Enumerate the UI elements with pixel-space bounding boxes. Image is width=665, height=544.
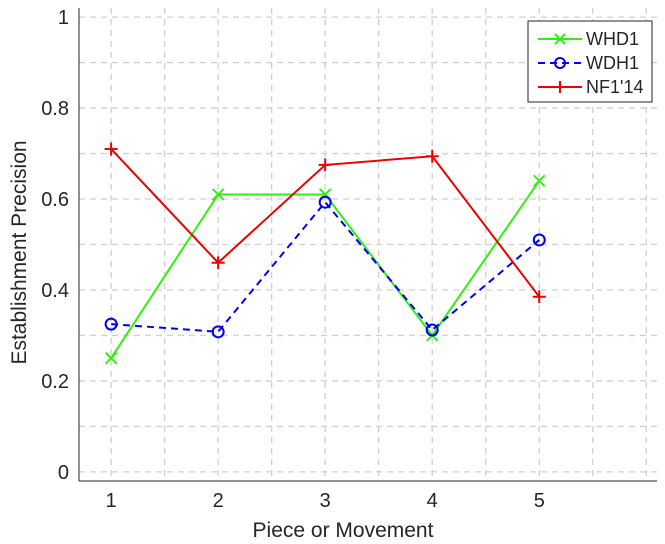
series-WHD1: [104, 174, 546, 365]
legend-label: NF1'14: [586, 77, 643, 97]
data-point-circle-marker: [554, 57, 566, 69]
data-point-circle-marker: [532, 233, 546, 247]
data-point-x-marker: [211, 188, 225, 201]
data-point-plus-marker: [318, 158, 332, 172]
x-tick-label: 5: [534, 490, 545, 512]
data-point-plus-marker: [554, 81, 566, 93]
y-axis-label: Establishment Precision: [8, 140, 31, 364]
legend-entry: WDH1: [538, 53, 639, 73]
y-tick-label: 0: [58, 462, 69, 484]
axes: [78, 8, 657, 482]
legend: WHD1 WDH1 NF1'14: [527, 20, 653, 103]
legend-entry: NF1'14: [538, 77, 643, 97]
series-WDH1: [104, 195, 546, 339]
x-axis-label: Piece or Movement: [253, 519, 434, 542]
tick-labels: 1 2 3 4 5 0 0.2 0.4 0.6 0.8 1: [41, 7, 545, 512]
data-point-circle-marker: [211, 325, 225, 339]
x-tick-label: 1: [106, 490, 117, 512]
y-tick-label: 0.2: [41, 371, 69, 393]
legend-label: WDH1: [586, 53, 639, 73]
data-point-circle-marker: [104, 317, 118, 331]
data-point-x-marker: [554, 33, 566, 45]
x-tick-label: 2: [213, 490, 224, 512]
series-layer: [104, 142, 546, 365]
data-point-x-marker: [104, 351, 118, 365]
data-point-plus-marker: [211, 256, 225, 270]
y-tick-label: 0.6: [41, 189, 69, 211]
x-tick-label: 4: [427, 490, 438, 512]
legend-label: WHD1: [586, 29, 639, 49]
y-tick-label: 0.8: [41, 98, 69, 120]
data-point-circle-marker: [425, 323, 439, 337]
y-tick-label: 0.4: [41, 280, 69, 302]
series-NF1'14: [104, 142, 546, 304]
data-point-circle-marker: [318, 195, 332, 209]
data-point-plus-marker: [532, 290, 546, 304]
legend-box: [527, 20, 653, 103]
data-point-x-marker: [533, 174, 546, 188]
y-tick-label: 1: [58, 7, 69, 29]
x-tick-label: 3: [320, 490, 331, 512]
data-point-plus-marker: [425, 149, 439, 163]
data-point-plus-marker: [104, 142, 118, 156]
legend-entry: WHD1: [538, 29, 639, 49]
